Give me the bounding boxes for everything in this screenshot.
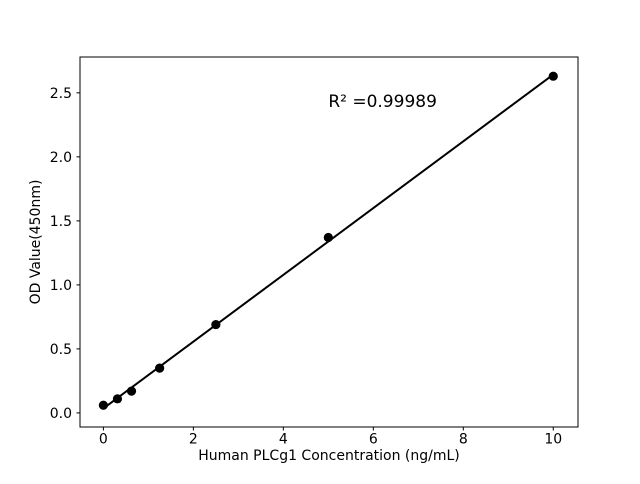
x-tick-label: 4	[279, 432, 288, 448]
plot-area-border	[79, 56, 579, 428]
y-tick-label: 1.0	[50, 278, 72, 294]
data-point	[112, 394, 123, 404]
data-point	[155, 363, 165, 373]
y-tick-label: 1.5	[50, 214, 72, 230]
y-tick-label: 2.0	[50, 150, 72, 166]
y-tick-label: 0.0	[50, 406, 72, 422]
x-axis-ticks: 0 2 4 6 8 10	[99, 427, 562, 448]
data-point	[98, 400, 108, 410]
data-point	[323, 232, 333, 243]
y-axis-ticks: 0.0 0.5 1.0 1.5 2.0 2.5	[50, 86, 80, 422]
x-tick-label: 8	[459, 432, 468, 448]
y-tick-label: 2.5	[50, 86, 72, 102]
y-tick-label: 0.5	[50, 342, 72, 358]
x-tick-label: 2	[189, 432, 198, 448]
x-tick-label: 10	[544, 432, 562, 448]
data-series	[98, 71, 558, 410]
data-point	[211, 319, 221, 330]
r-squared-annotation: R² =0.99989	[328, 92, 437, 112]
x-axis-label: Human PLCg1 Concentration (ng/mL)	[198, 448, 460, 464]
y-axis-label: OD Value(450nm)	[28, 180, 44, 305]
x-tick-label: 0	[99, 432, 108, 448]
x-tick-label: 6	[369, 432, 378, 448]
data-point	[548, 71, 558, 81]
data-point	[126, 386, 137, 396]
